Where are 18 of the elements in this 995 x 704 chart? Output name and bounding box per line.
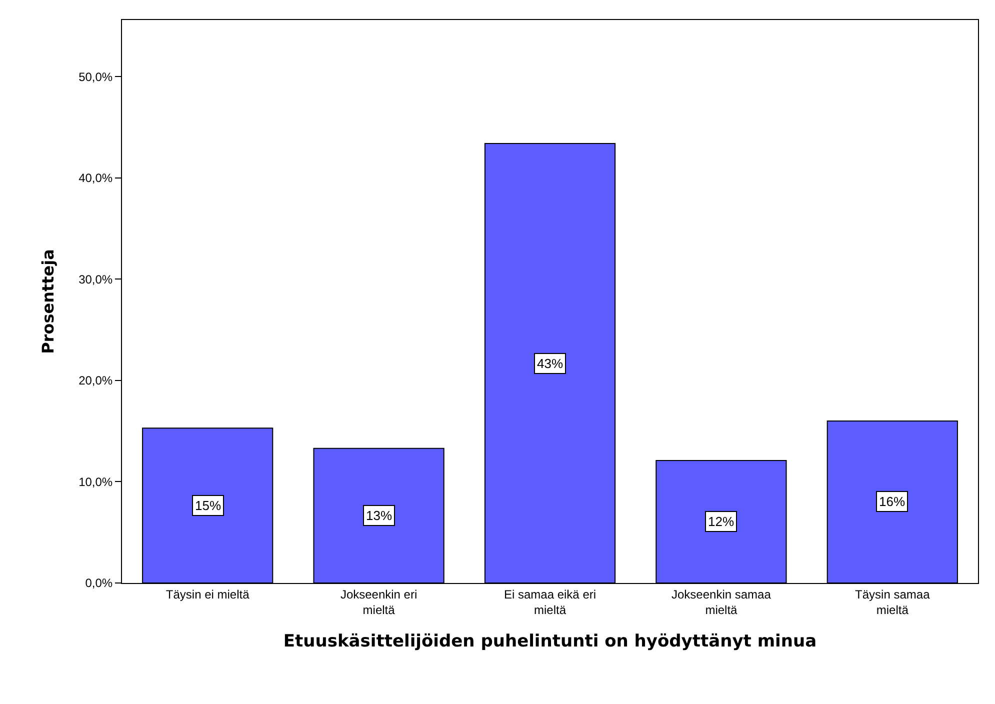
y-tick-label: 20,0%: [78, 374, 113, 388]
y-axis-title: Prosentteja: [38, 249, 58, 354]
x-tick-label: Jokseenkin samaa mieltä: [672, 587, 772, 617]
y-tick-label: 50,0%: [78, 70, 113, 84]
data-label: 13%: [366, 508, 392, 523]
y-tick-label: 0,0%: [85, 576, 113, 590]
data-label: 43%: [537, 356, 564, 371]
x-tick-label: Täysin samaa mieltä: [855, 587, 930, 617]
x-tick-label: Ei samaa eikä eri mieltä: [504, 587, 596, 617]
y-tick-label: 10,0%: [78, 474, 113, 489]
data-label: 15%: [195, 498, 222, 513]
x-axis-title: Etuuskäsittelijöiden puhelintunti on hyödyttänyt minua: [283, 631, 817, 652]
data-label: 12%: [708, 514, 734, 529]
y-tick-label: 40,0%: [78, 171, 113, 186]
data-label: 16%: [879, 494, 906, 509]
x-tick-label: Täysin ei mieltä: [166, 587, 250, 602]
y-tick-label: 30,0%: [78, 272, 113, 286]
x-tick-label: Jokseenkin eri mieltä: [340, 587, 418, 617]
